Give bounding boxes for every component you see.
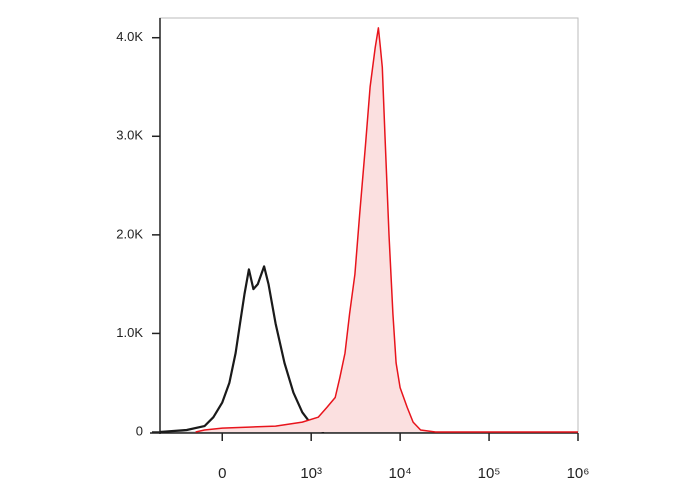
y-tick-label: 4.0K — [116, 29, 143, 44]
x-tick-label: 0 — [218, 465, 226, 482]
histogram-line — [159, 265, 325, 434]
x-tick-label: 10⁵ — [478, 465, 501, 482]
area-fill — [195, 27, 578, 433]
y-tick-label: 3.0K — [116, 128, 143, 143]
histogram-line — [195, 27, 578, 433]
y-tick-label: 1.0K — [116, 325, 143, 340]
y-tick-label: 0 — [136, 423, 143, 438]
x-tick-label: 10⁴ — [389, 465, 412, 482]
y-tick-label: 2.0K — [116, 226, 143, 241]
x-tick-label: 10³ — [300, 465, 322, 482]
x-tick-label: 10⁶ — [567, 465, 590, 482]
